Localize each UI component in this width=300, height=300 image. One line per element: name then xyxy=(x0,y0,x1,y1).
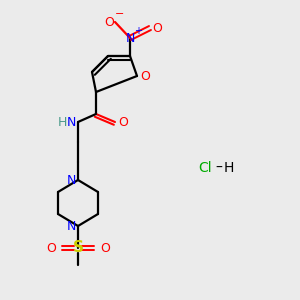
Text: O: O xyxy=(140,70,150,83)
Text: –: – xyxy=(216,161,222,175)
Text: H: H xyxy=(57,116,67,128)
Text: O: O xyxy=(152,22,162,34)
Text: N: N xyxy=(66,116,76,128)
Text: O: O xyxy=(46,242,56,254)
Text: +: + xyxy=(134,26,142,36)
Text: H: H xyxy=(224,161,234,175)
Text: N: N xyxy=(66,173,76,187)
Text: O: O xyxy=(104,16,114,28)
Text: S: S xyxy=(73,241,83,256)
Text: −: − xyxy=(115,9,125,19)
Text: O: O xyxy=(100,242,110,254)
Text: N: N xyxy=(66,220,76,232)
Text: N: N xyxy=(125,32,135,46)
Text: O: O xyxy=(118,116,128,128)
Text: Cl: Cl xyxy=(198,161,212,175)
